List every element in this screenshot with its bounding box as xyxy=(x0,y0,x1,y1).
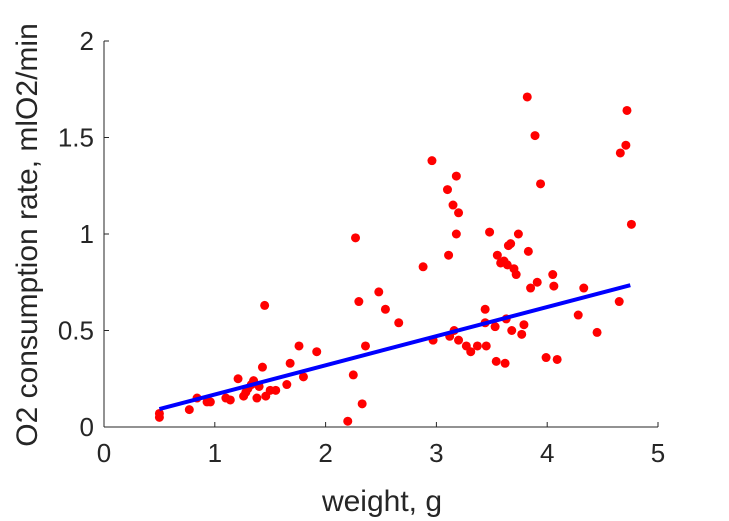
data-point xyxy=(548,270,558,280)
y-tick-label: 2 xyxy=(80,26,94,56)
x-tick-label: 0 xyxy=(97,438,111,468)
data-point xyxy=(615,148,625,158)
x-tick-label: 3 xyxy=(429,438,443,468)
data-point xyxy=(472,341,482,351)
data-point xyxy=(532,277,542,287)
data-point xyxy=(225,395,235,405)
data-point xyxy=(354,297,364,307)
data-point xyxy=(394,318,404,328)
data-point xyxy=(205,397,215,407)
data-point xyxy=(233,374,243,384)
data-point xyxy=(517,329,527,339)
data-point xyxy=(626,219,636,229)
data-point xyxy=(507,326,517,335)
data-point xyxy=(442,185,452,195)
data-point xyxy=(614,297,624,307)
data-point xyxy=(260,300,270,310)
data-point xyxy=(454,335,464,345)
y-tick-label: 1 xyxy=(80,219,94,249)
data-point xyxy=(184,405,194,415)
data-point xyxy=(485,227,495,237)
data-point xyxy=(502,260,512,270)
data-point xyxy=(294,341,304,351)
data-point xyxy=(511,270,521,280)
data-point xyxy=(298,372,308,382)
data-point xyxy=(500,358,510,368)
data-point xyxy=(492,250,502,260)
data-point xyxy=(523,246,533,256)
data-point xyxy=(444,250,454,260)
y-tick-label: 1.5 xyxy=(58,123,94,153)
tick-labels: 0 1 2 3 4 5 0 0.5 1 1.5 2 xyxy=(58,26,665,468)
x-tick-label: 2 xyxy=(318,438,332,468)
data-point xyxy=(257,362,267,372)
data-point xyxy=(592,327,602,337)
data-point xyxy=(448,200,458,210)
y-axis-label: O2 consumption rate, mlO2/min xyxy=(11,23,44,447)
data-point xyxy=(374,287,384,297)
data-point xyxy=(522,92,532,102)
data-point xyxy=(451,229,461,239)
data-point xyxy=(360,341,370,351)
data-point xyxy=(271,385,281,395)
fit-line xyxy=(158,283,631,411)
data-point xyxy=(519,320,529,330)
data-point xyxy=(427,156,437,166)
data-point xyxy=(579,283,589,293)
data-point xyxy=(282,380,292,390)
x-tick-label: 4 xyxy=(540,438,554,468)
data-point xyxy=(466,347,476,357)
data-point xyxy=(481,341,491,351)
data-point xyxy=(526,283,536,293)
scatter-points xyxy=(154,92,636,426)
data-point xyxy=(552,354,562,364)
data-point xyxy=(154,412,164,422)
data-point xyxy=(530,131,540,141)
data-point xyxy=(536,179,546,189)
y-tick-label: 0 xyxy=(80,412,94,442)
data-point xyxy=(285,358,295,368)
x-axis-label: weight, g xyxy=(321,485,442,518)
data-point xyxy=(506,239,516,249)
data-point xyxy=(380,304,390,314)
data-point xyxy=(418,262,428,272)
data-point xyxy=(491,356,501,366)
data-point xyxy=(348,370,358,380)
data-point xyxy=(312,347,322,357)
axes xyxy=(103,40,659,428)
data-point xyxy=(621,140,631,150)
fit-line-group xyxy=(158,283,631,411)
data-point xyxy=(343,416,353,426)
data-point xyxy=(357,399,367,409)
data-point xyxy=(541,353,551,363)
data-point xyxy=(451,171,461,181)
data-point xyxy=(513,229,523,239)
data-point xyxy=(454,208,464,218)
data-point xyxy=(480,304,490,314)
data-point xyxy=(252,393,262,403)
x-tick-label: 5 xyxy=(651,438,665,468)
y-tick-label: 0.5 xyxy=(58,316,94,346)
data-point xyxy=(351,233,361,243)
data-point xyxy=(490,322,500,332)
data-point xyxy=(622,105,632,115)
data-point xyxy=(549,281,559,291)
x-tick-label: 1 xyxy=(208,438,222,468)
data-point xyxy=(573,310,583,320)
